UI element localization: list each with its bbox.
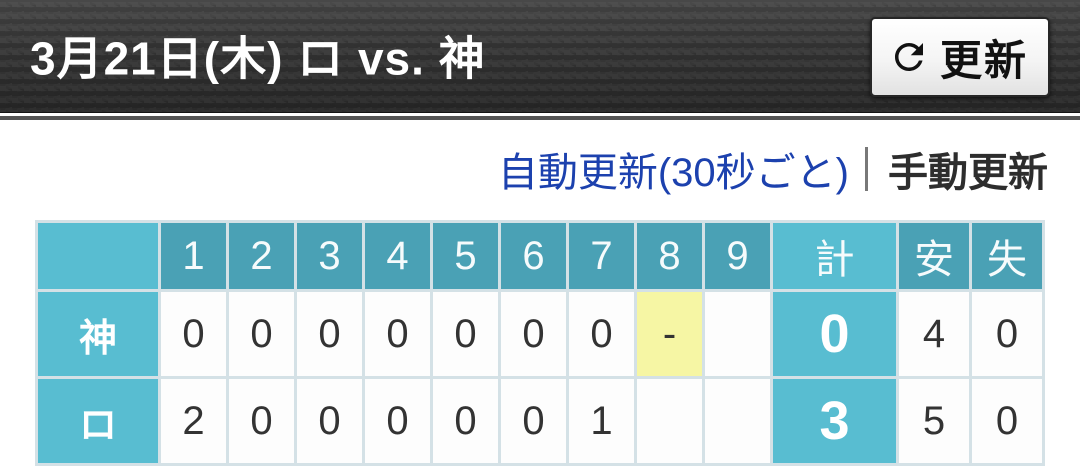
inning-cell: 0 <box>365 292 430 376</box>
hits-column-header: 安 <box>899 223 969 289</box>
inning-cell: 0 <box>365 379 430 463</box>
inning-5-header: 5 <box>433 223 498 289</box>
inning-cell: 0 <box>229 292 294 376</box>
hits-cell: 4 <box>899 292 969 376</box>
inning-cell: 0 <box>433 292 498 376</box>
refresh-button-label: 更新 <box>939 36 1028 84</box>
total-column-header: 計 <box>773 223 896 289</box>
inning-cell: 0 <box>229 379 294 463</box>
refresh-icon <box>888 36 930 78</box>
total-runs-cell: 0 <box>773 292 896 376</box>
page-title: 3月21日(木) ロ vs. 神 <box>30 32 486 85</box>
team-name-cell: 神 <box>38 292 158 376</box>
team-name-cell: ロ <box>38 379 158 463</box>
inning-cell <box>637 379 702 463</box>
inning-cell <box>705 292 770 376</box>
inning-1-header: 1 <box>161 223 226 289</box>
manual-refresh-link[interactable]: 手動更新 <box>888 151 1048 195</box>
total-runs-cell: 3 <box>773 379 896 463</box>
team-row-hanshin: 神 0 0 0 0 0 0 0 - 0 4 0 <box>38 292 1042 376</box>
current-inning-cell: - <box>637 292 702 376</box>
inning-cell: 2 <box>161 379 226 463</box>
errors-cell: 0 <box>972 292 1042 376</box>
inning-cell: 1 <box>569 379 634 463</box>
inning-7-header: 7 <box>569 223 634 289</box>
inning-cell: 0 <box>297 379 362 463</box>
inning-9-header: 9 <box>705 223 770 289</box>
inning-6-header: 6 <box>501 223 566 289</box>
inning-cell: 0 <box>161 292 226 376</box>
inning-cell: 0 <box>297 292 362 376</box>
refresh-mode-bar: 自動更新(30秒ごと) 手動更新 <box>0 142 1080 196</box>
scoreboard-table: 1 2 3 4 5 6 7 8 9 計 安 失 神 0 0 0 0 0 <box>35 220 1045 466</box>
errors-cell: 0 <box>972 379 1042 463</box>
inning-cell <box>705 379 770 463</box>
hits-cell: 5 <box>899 379 969 463</box>
refresh-button[interactable]: 更新 <box>869 17 1050 97</box>
auto-refresh-link[interactable]: 自動更新(30秒ごと) <box>497 151 849 195</box>
inning-3-header: 3 <box>297 223 362 289</box>
team-column-header <box>38 223 158 289</box>
inning-cell: 0 <box>433 379 498 463</box>
errors-column-header: 失 <box>972 223 1042 289</box>
inning-8-header: 8 <box>637 223 702 289</box>
inning-cell: 0 <box>501 379 566 463</box>
inning-2-header: 2 <box>229 223 294 289</box>
header-divider <box>0 116 1080 120</box>
inning-cell: 0 <box>501 292 566 376</box>
scoreboard-header-row: 1 2 3 4 5 6 7 8 9 計 安 失 <box>38 223 1042 289</box>
app-header: 3月21日(木) ロ vs. 神 更新 <box>0 0 1080 113</box>
vertical-separator <box>865 147 868 191</box>
inning-cell: 0 <box>569 292 634 376</box>
team-row-lotte: ロ 2 0 0 0 0 0 1 3 5 0 <box>38 379 1042 463</box>
inning-4-header: 4 <box>365 223 430 289</box>
